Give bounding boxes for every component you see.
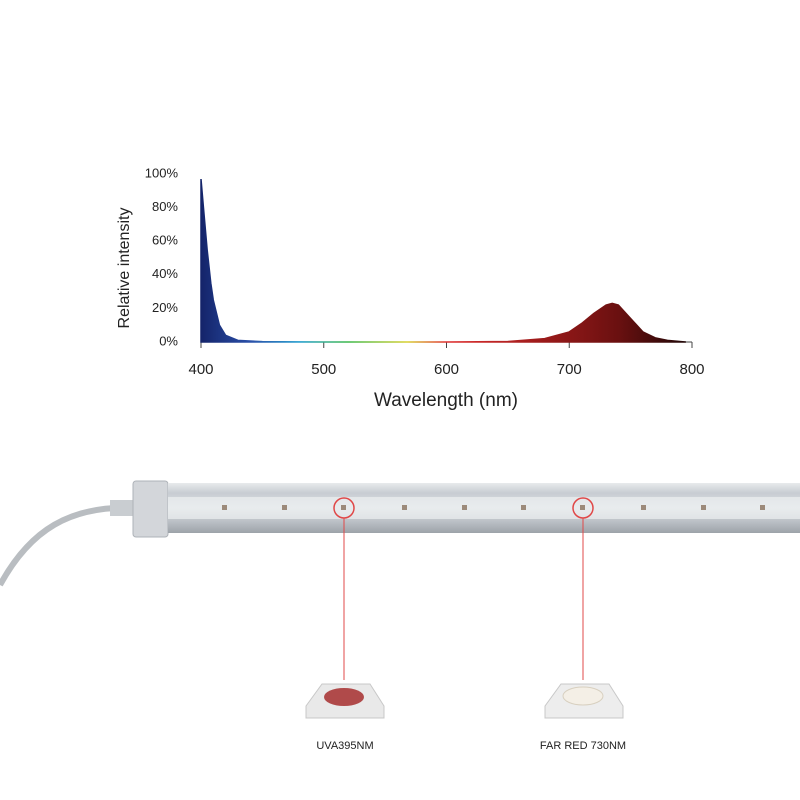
y-tick-label: 0% <box>159 333 178 348</box>
led-label: UVA395NM <box>316 740 373 752</box>
callouts <box>333 497 594 680</box>
x-tick-label: 400 <box>188 361 213 378</box>
y-tick-label: 20% <box>152 300 178 315</box>
cable <box>0 504 136 587</box>
x-tick-label: 800 <box>679 361 704 378</box>
y-axis-label: Relative intensity <box>116 208 133 329</box>
cable-gland <box>110 500 135 516</box>
x-tick-label: 500 <box>311 361 336 378</box>
led-chip-far-red <box>544 683 624 719</box>
led-chip-uva <box>305 683 385 719</box>
spectrum-area <box>200 178 686 343</box>
led-dots <box>222 505 765 510</box>
y-tick-label: 80% <box>152 199 178 214</box>
chart: Relative intensity Wavelength (nm) 0% 20%… <box>116 165 704 411</box>
led-label: FAR RED 730NM <box>540 740 626 752</box>
y-tick-label: 60% <box>152 233 178 248</box>
y-tick-label: 40% <box>152 266 178 281</box>
product-photo: UVA395NM FAR RED 730NM <box>0 480 800 752</box>
x-axis-label: Wavelength (nm) <box>374 390 518 411</box>
lens <box>168 497 800 519</box>
x-tick-label: 700 <box>557 361 582 378</box>
end-cap <box>132 480 169 538</box>
y-tick-label: 100% <box>145 165 179 180</box>
x-tick-label: 600 <box>434 361 459 378</box>
